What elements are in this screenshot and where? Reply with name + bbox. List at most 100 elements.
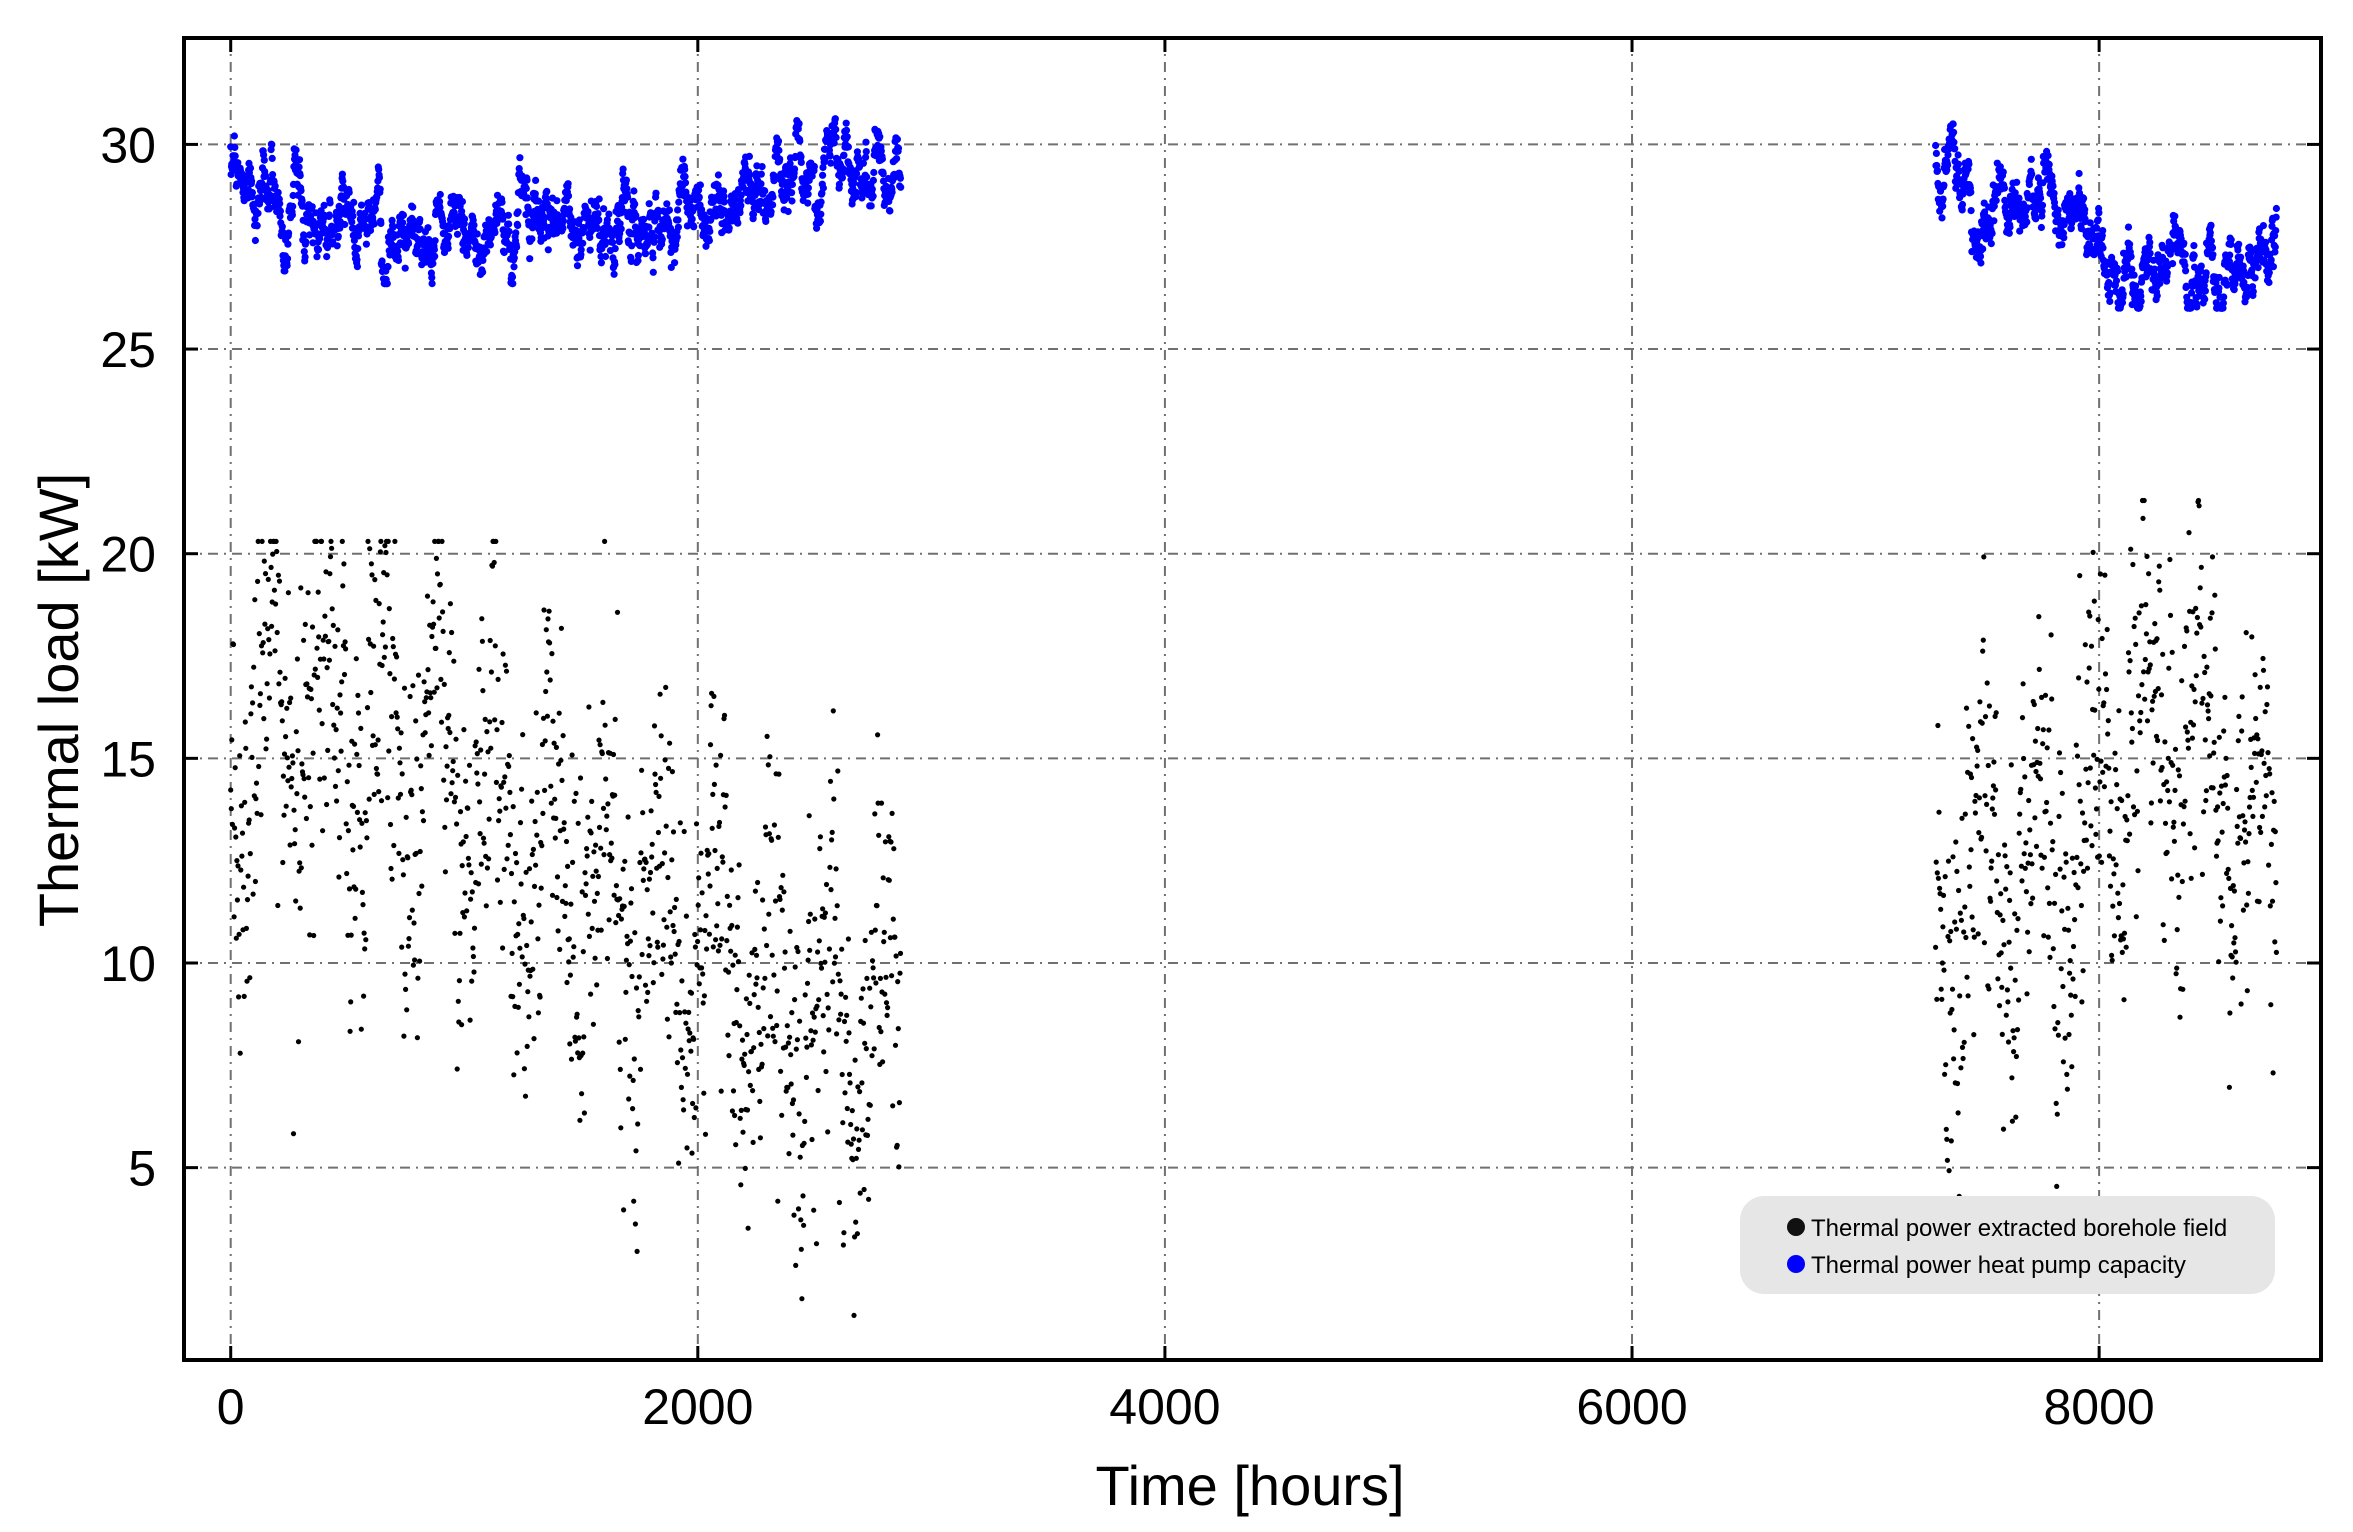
- borehole-point: [1935, 875, 1941, 881]
- borehole-point: [522, 1093, 529, 1099]
- borehole-point: [2200, 695, 2206, 702]
- borehole-point: [672, 904, 678, 911]
- heat-pump-point: [844, 143, 853, 151]
- borehole-point: [298, 865, 304, 871]
- borehole-point: [774, 1022, 780, 1029]
- borehole-point: [508, 870, 515, 877]
- borehole-point: [2273, 880, 2279, 886]
- borehole-point: [831, 960, 838, 966]
- borehole-point: [739, 1056, 745, 1062]
- heat-pump-point: [2237, 253, 2245, 261]
- borehole-point: [2053, 871, 2059, 878]
- borehole-point: [2092, 707, 2098, 713]
- borehole-point: [391, 842, 397, 849]
- borehole-point: [2094, 756, 2100, 762]
- borehole-point: [2083, 837, 2089, 843]
- borehole-point: [1940, 924, 1946, 930]
- heat-pump-point: [279, 228, 287, 236]
- heat-pump-point: [797, 153, 805, 161]
- borehole-point: [599, 750, 605, 757]
- borehole-point: [547, 677, 553, 683]
- borehole-point: [2225, 866, 2231, 872]
- borehole-point: [423, 695, 429, 701]
- heat-pump-point: [696, 181, 705, 189]
- heat-pump-point: [2232, 272, 2240, 281]
- borehole-point: [729, 1108, 736, 1114]
- borehole-point: [2099, 859, 2105, 865]
- heat-pump-point: [508, 273, 517, 281]
- borehole-point: [344, 779, 350, 785]
- heat-pump-point: [248, 177, 256, 185]
- heat-pump-point: [394, 247, 402, 255]
- borehole-point: [2055, 1020, 2061, 1026]
- borehole-point: [336, 835, 343, 841]
- borehole-point: [651, 723, 658, 729]
- borehole-point: [2248, 764, 2254, 771]
- borehole-point: [844, 1105, 850, 1112]
- borehole-point: [846, 1030, 852, 1036]
- borehole-point: [308, 696, 314, 702]
- borehole-point: [566, 959, 572, 965]
- borehole-point: [699, 965, 705, 971]
- borehole-point: [301, 776, 307, 782]
- heat-pump-point: [2248, 266, 2256, 274]
- borehole-point: [1972, 798, 1978, 804]
- borehole-point: [2106, 853, 2112, 859]
- borehole-point: [461, 914, 467, 920]
- borehole-point: [710, 791, 716, 798]
- borehole-point: [616, 1039, 622, 1045]
- borehole-point: [636, 1014, 642, 1020]
- borehole-point: [542, 738, 548, 744]
- borehole-point: [365, 538, 371, 545]
- borehole-point: [531, 1036, 537, 1042]
- borehole-point: [653, 781, 659, 788]
- borehole-point: [1993, 787, 1999, 793]
- borehole-point: [610, 751, 617, 758]
- heat-pump-point: [2182, 282, 2190, 290]
- borehole-point: [488, 745, 494, 751]
- borehole-point: [2016, 830, 2022, 836]
- borehole-point: [426, 752, 432, 759]
- borehole-point: [589, 798, 595, 805]
- borehole-point: [506, 753, 512, 759]
- heat-pump-point: [512, 229, 520, 237]
- borehole-point: [2179, 678, 2185, 684]
- borehole-point: [682, 1065, 688, 1071]
- heat-pump-point: [2038, 201, 2047, 209]
- borehole-point: [594, 890, 600, 897]
- borehole-point: [795, 1206, 802, 1212]
- borehole-point: [233, 935, 239, 941]
- borehole-point: [892, 934, 898, 940]
- heat-pump-point: [681, 179, 690, 187]
- borehole-point: [732, 952, 738, 958]
- borehole-point: [2074, 854, 2080, 861]
- borehole-point: [258, 812, 264, 818]
- borehole-point: [858, 995, 864, 1001]
- borehole-point: [1956, 887, 1962, 894]
- borehole-point: [2136, 610, 2142, 616]
- borehole-point: [1943, 1062, 1949, 1068]
- heat-pump-point: [2002, 202, 2010, 210]
- borehole-point: [874, 903, 880, 909]
- borehole-point: [637, 859, 643, 866]
- heat-pump-point: [514, 221, 522, 230]
- borehole-point: [2222, 694, 2228, 700]
- borehole-point: [484, 865, 490, 871]
- borehole-point: [2133, 641, 2139, 648]
- borehole-point: [372, 577, 378, 583]
- borehole-point: [1979, 834, 1985, 841]
- borehole-point: [2018, 786, 2024, 792]
- heat-pump-point: [2193, 303, 2201, 311]
- borehole-point: [762, 824, 769, 830]
- heat-pump-point: [405, 239, 413, 248]
- borehole-point: [350, 847, 356, 853]
- borehole-point: [2204, 702, 2211, 708]
- borehole-point: [2064, 1086, 2070, 1092]
- heat-pump-point: [2227, 236, 2235, 244]
- borehole-point: [282, 675, 288, 681]
- borehole-point: [688, 1048, 694, 1054]
- borehole-point: [2196, 503, 2202, 509]
- borehole-point: [316, 707, 322, 713]
- borehole-point: [663, 823, 669, 829]
- borehole-point: [2260, 655, 2266, 662]
